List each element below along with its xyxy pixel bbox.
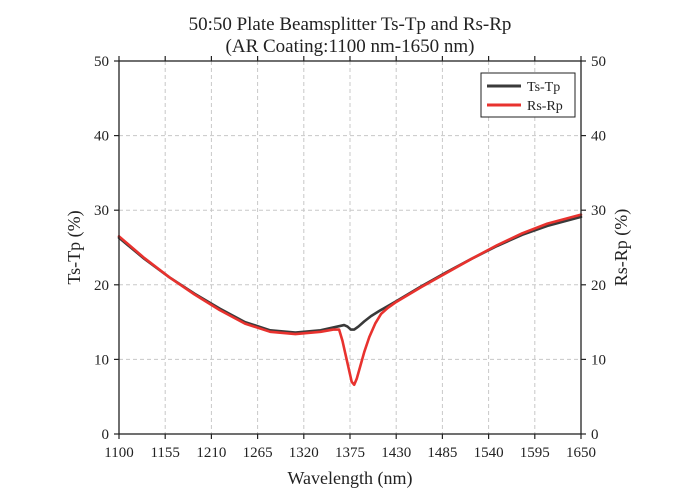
y-tick-label-left: 0 <box>102 427 110 443</box>
x-tick-label: 1210 <box>196 445 226 461</box>
legend-label-ts-tp: Ts-Tp <box>527 80 560 95</box>
y-tick-label-right: 20 <box>591 278 606 294</box>
y-axis-label-right: Rs-Rp (%) <box>611 209 632 287</box>
x-tick-label: 1540 <box>474 445 504 461</box>
y-tick-label-right: 50 <box>591 54 606 70</box>
chart-title: 50:50 Plate Beamsplitter Ts-Tp and Rs-Rp <box>189 14 512 35</box>
series-layer <box>117 213 583 387</box>
x-tick-label: 1155 <box>150 445 179 461</box>
x-tick-label: 1375 <box>335 445 365 461</box>
x-tick-label: 1100 <box>104 445 133 461</box>
legend-label-rs-rp: Rs-Rp <box>527 99 563 114</box>
y-tick-label-left: 20 <box>94 278 109 294</box>
x-tick-label: 1485 <box>427 445 457 461</box>
tick-layer: 1100 1155 1210 1265 1320 1375 1430 1485 1540 1595… <box>94 54 606 461</box>
legend: Ts-Tp Rs-Rp <box>480 72 576 118</box>
x-tick-label: 1430 <box>381 445 411 461</box>
series-line-rs-rp <box>117 213 583 387</box>
chart-subtitle: (AR Coating:1100 nm-1650 nm) <box>226 36 475 57</box>
x-tick-label: 1320 <box>289 445 319 461</box>
legend-box <box>480 72 576 118</box>
y-tick-label-left: 10 <box>94 352 109 368</box>
y-tick-label-right: 0 <box>591 427 599 443</box>
y-tick-label-left: 30 <box>94 203 109 219</box>
x-tick-label: 1265 <box>243 445 273 461</box>
y-tick-label-right: 10 <box>591 352 606 368</box>
y-tick-label-right: 40 <box>591 129 606 145</box>
y-tick-label-left: 40 <box>94 129 109 145</box>
y-tick-label-right: 30 <box>591 203 606 219</box>
x-axis-label: Wavelength (nm) <box>287 468 412 489</box>
y-axis-label-left: Ts-Tp (%) <box>64 210 85 284</box>
grid-layer <box>119 61 581 434</box>
x-tick-label: 1650 <box>566 445 596 461</box>
x-tick-label: 1595 <box>520 445 550 461</box>
y-tick-label-left: 50 <box>94 54 109 70</box>
